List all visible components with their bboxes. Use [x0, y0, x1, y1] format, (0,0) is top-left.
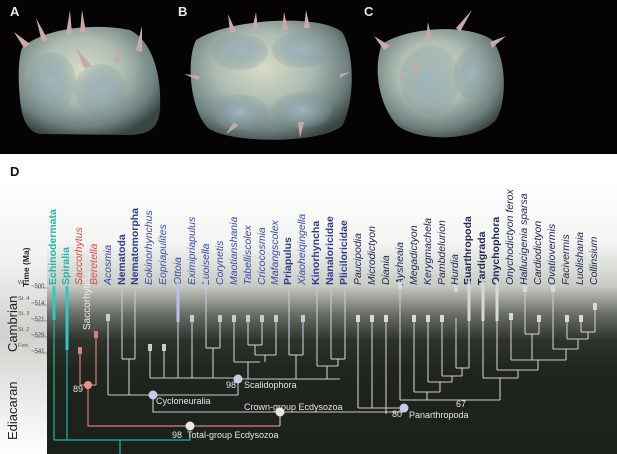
tick-500: ~500	[31, 284, 45, 290]
stage-3: St. 3	[18, 311, 30, 317]
stage-2: St. 2	[18, 327, 30, 333]
clade-crown-ecdysozoa-label: Crown-group Ecdysozoa	[244, 402, 343, 412]
tick-541: ~541	[31, 349, 45, 355]
specimen-renders-panel: A B C	[0, 0, 617, 154]
tick-529: ~529	[31, 333, 45, 339]
clade-saccorhytida-label: Saccorhytida	[82, 272, 93, 330]
support-euarthropoda-node: 67	[456, 399, 467, 409]
tick-521: ~521	[31, 317, 45, 323]
panel-label-b: B	[178, 4, 188, 19]
panel-label-d: D	[10, 164, 20, 179]
panel-label-c: C	[364, 4, 374, 19]
stage-fort: Fort.	[18, 343, 30, 349]
time-axis-column	[0, 183, 47, 454]
clade-cycloneuralia-label: Cycloneuralia	[156, 396, 211, 406]
support-panarthropoda: 80	[392, 409, 403, 419]
stage-wu: Wu	[18, 280, 27, 286]
panel-label-a: A	[10, 4, 20, 19]
clade-panarthropoda-label: Panarthropoda	[409, 410, 469, 420]
stage-4: St. 4	[18, 296, 30, 302]
clade-scalidophora-label: Scalidophora	[244, 380, 297, 390]
phylogeny-panel	[47, 183, 617, 454]
tick-514: ~514	[31, 301, 45, 307]
support-saccorhytida: 89	[73, 384, 84, 394]
support-total-ecdysozoa: 98	[172, 430, 183, 440]
clade-total-ecdysozoa-label: Total-group Ecdysozoa	[187, 430, 279, 440]
specimen-lateral-view-image	[14, 10, 506, 140]
support-scalidophora: 98	[226, 380, 237, 390]
